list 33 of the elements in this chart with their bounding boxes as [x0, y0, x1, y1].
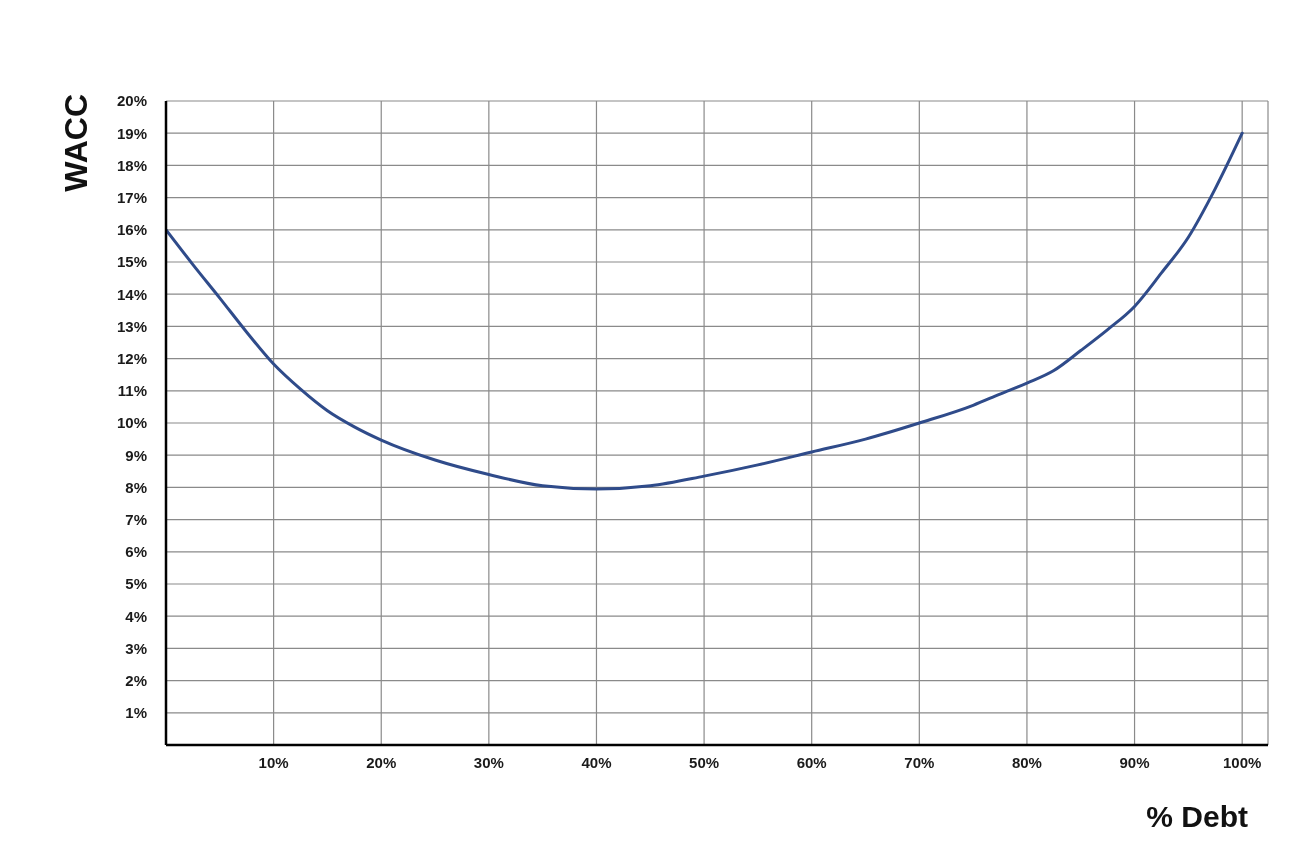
y-tick-label: 6% — [125, 543, 147, 561]
y-tick-label: 15% — [116, 253, 147, 271]
x-tick-label: 40% — [581, 753, 612, 771]
x-tick-label: 90% — [1119, 753, 1150, 771]
y-tick-label: 9% — [125, 446, 147, 464]
y-tick-label: 13% — [116, 317, 147, 335]
y-tick-label: 10% — [116, 414, 147, 432]
x-tick-label: 50% — [689, 753, 720, 771]
y-tick-label: 11% — [117, 382, 147, 400]
y-tick-label: 17% — [116, 188, 147, 206]
y-tick-label: 18% — [116, 156, 147, 174]
x-tick-label: 60% — [796, 753, 827, 771]
y-tick-label: 3% — [125, 639, 147, 657]
y-tick-label: 4% — [125, 607, 147, 625]
y-tick-label: 8% — [125, 478, 147, 496]
x-tick-label: 20% — [366, 753, 397, 771]
x-tick-label: 70% — [904, 753, 935, 771]
x-tick-label: 30% — [473, 753, 504, 771]
y-tick-label: 19% — [116, 124, 147, 142]
y-tick-label: 5% — [125, 575, 147, 593]
x-tick-label: 100% — [1222, 753, 1262, 771]
x-axis-title: % Debt — [1146, 800, 1248, 833]
x-tick-label: 10% — [258, 753, 289, 771]
y-tick-label: 7% — [125, 510, 147, 528]
x-tick-label: 80% — [1011, 753, 1042, 771]
y-tick-label: 12% — [116, 349, 147, 367]
y-tick-label: 2% — [125, 671, 147, 689]
y-tick-label: 16% — [116, 221, 147, 239]
y-tick-label: 20% — [116, 92, 147, 110]
y-tick-label: 1% — [125, 704, 147, 722]
line-series — [166, 131, 1244, 491]
y-axis-title: WACC — [58, 94, 94, 192]
y-tick-label: 14% — [116, 285, 147, 303]
